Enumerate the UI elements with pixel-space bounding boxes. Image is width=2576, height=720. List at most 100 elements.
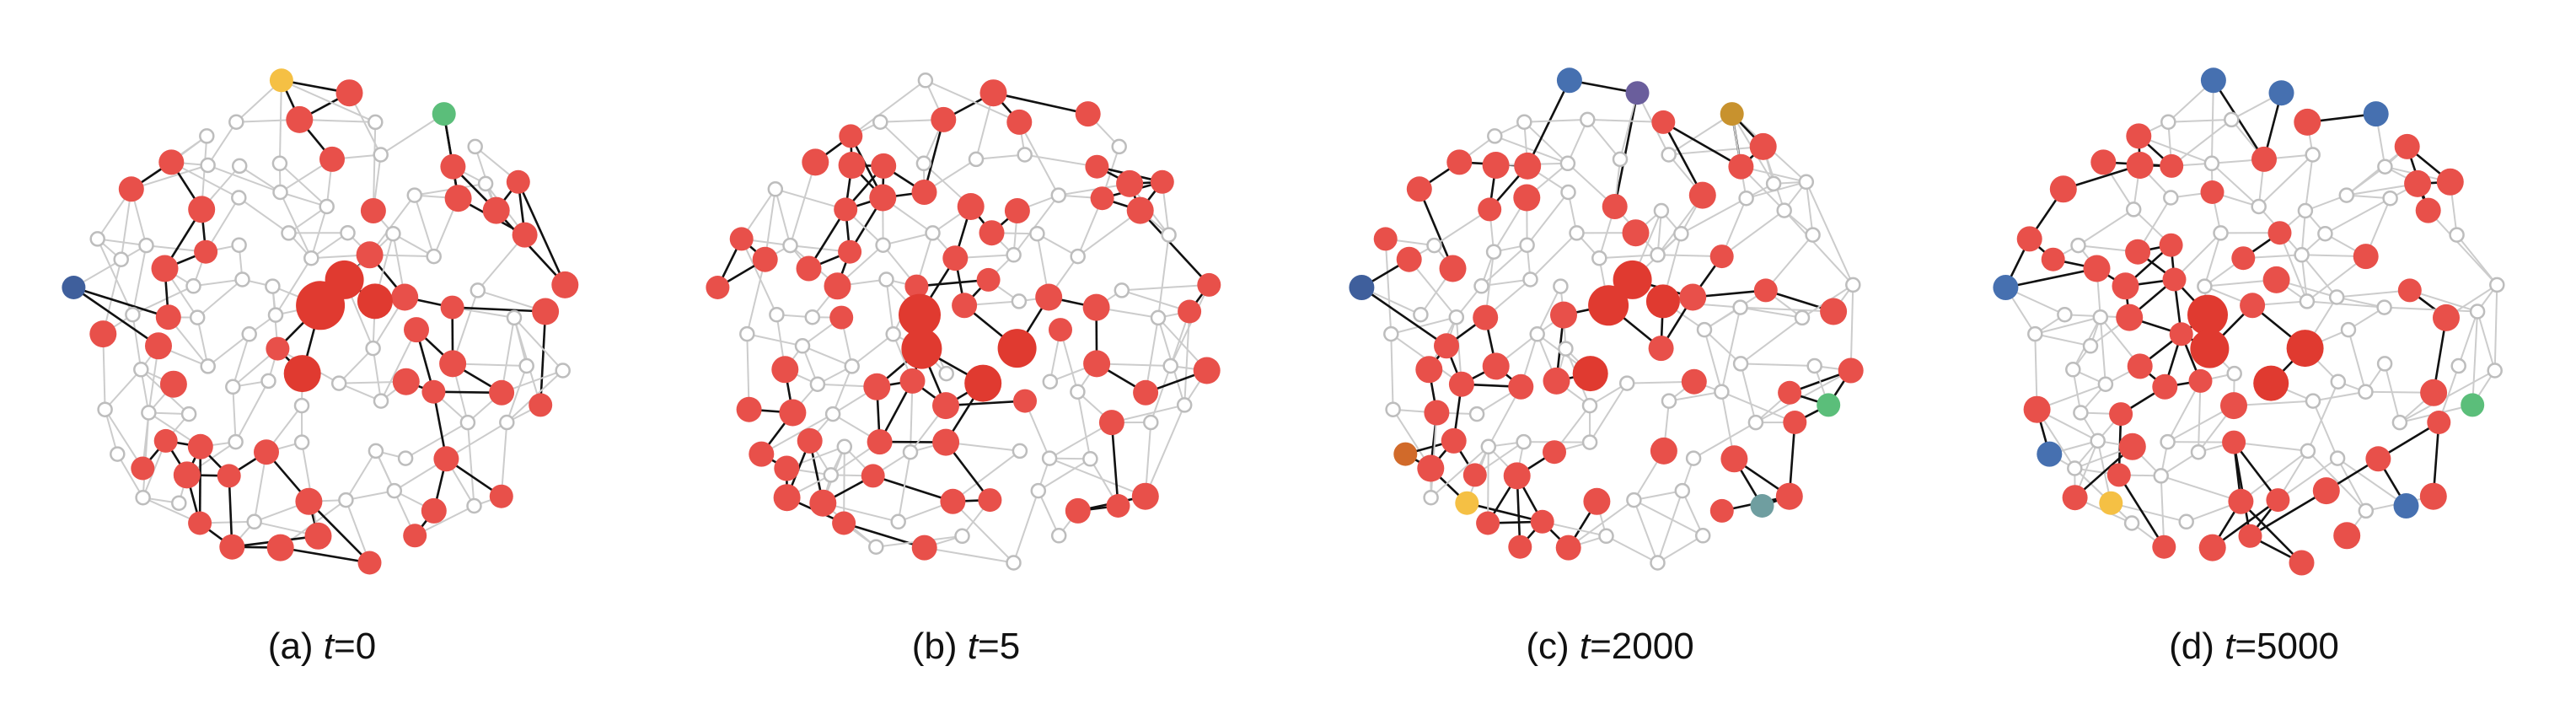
inactive-node (1553, 278, 1569, 294)
inactive-edge (747, 333, 803, 347)
inactive-edge (1681, 490, 1704, 536)
active-node (2220, 392, 2247, 420)
inactive-edge (1024, 153, 1097, 168)
active-node (1441, 427, 1467, 454)
inactive-edge (1012, 490, 1039, 563)
inactive-edge (1076, 391, 1092, 459)
inactive-node (782, 237, 798, 254)
panel-b: (b) t=5 (644, 0, 1288, 720)
active-node (2312, 477, 2340, 505)
hub-node (2190, 329, 2230, 368)
colored-node (1720, 102, 1744, 126)
active-node (1049, 318, 1072, 342)
active-node (2427, 411, 2451, 434)
active-node (319, 146, 345, 172)
inactive-node (199, 128, 215, 144)
inactive-node (2027, 325, 2043, 342)
node-group (1349, 67, 1864, 571)
colored-node (1750, 494, 1774, 518)
active-node (421, 379, 446, 404)
inactive-edge (380, 113, 445, 156)
active-node (439, 350, 467, 378)
inactive-node (1598, 528, 1614, 545)
inactive-node (2070, 237, 2086, 254)
active-node (1434, 333, 1459, 359)
inactive-node (1694, 528, 1711, 544)
colored-node (1349, 275, 1375, 300)
active-node (2238, 524, 2262, 548)
active-node (357, 551, 382, 575)
active-edge (1613, 92, 1639, 207)
active-node (809, 489, 837, 517)
inactive-edge (413, 195, 435, 257)
inactive-edge (2399, 369, 2496, 423)
inactive-node (1529, 326, 1545, 342)
inactive-node (1468, 406, 1485, 422)
active-edge (72, 286, 159, 347)
colored-node (2393, 493, 2419, 519)
active-node (1648, 336, 1674, 362)
inactive-edge (2312, 400, 2339, 459)
inactive-node (2082, 338, 2099, 354)
inactive-node (1030, 482, 1047, 499)
inactive-node (466, 497, 482, 514)
active-node (118, 176, 144, 202)
inactive-edge (239, 165, 282, 193)
active-node (1090, 186, 1114, 211)
inactive-edge (924, 546, 1014, 564)
inactive-node (470, 282, 486, 298)
active-node (440, 295, 464, 320)
active-node (404, 317, 429, 343)
active-edge (843, 522, 926, 549)
active-node (254, 439, 279, 465)
active-node (356, 241, 384, 269)
active-node (729, 227, 754, 251)
active-node (1728, 153, 1754, 180)
active-node (217, 464, 241, 488)
inactive-node (2489, 277, 2505, 293)
inactive-edge (789, 162, 817, 246)
inactive-edge (279, 191, 313, 259)
active-edge (1466, 502, 1543, 524)
inactive-node (794, 338, 811, 354)
colored-node (2037, 441, 2063, 467)
inactive-node (1143, 414, 1159, 431)
panel-c: (c) t=2000 (1288, 0, 1932, 720)
active-node (1415, 356, 1443, 384)
inactive-node (1485, 244, 1502, 260)
active-node (904, 274, 929, 298)
active-node (1514, 152, 1542, 180)
active-node (749, 441, 775, 467)
active-edge (1110, 422, 1119, 507)
inactive-node (954, 528, 970, 545)
active-node (1396, 246, 1422, 272)
inactive-edge (1783, 209, 1854, 286)
active-node (2419, 482, 2447, 510)
active-node (1550, 301, 1577, 329)
inactive-node (1776, 202, 1792, 218)
active-node (145, 332, 172, 360)
active-node (978, 488, 1002, 513)
active-edge (916, 278, 989, 287)
inactive-edge (2409, 289, 2478, 313)
inactive-edge (405, 422, 469, 459)
inactive-node (1383, 325, 1399, 342)
inactive-node (1050, 187, 1067, 203)
inactive-node (365, 340, 381, 357)
active-node (1424, 400, 1450, 426)
inactive-node (231, 190, 247, 206)
inactive-node (426, 248, 442, 265)
inactive-edge (2477, 311, 2496, 371)
inactive-edge (1633, 499, 1659, 563)
active-node (832, 511, 856, 535)
active-edge (2233, 441, 2279, 501)
inactive-edge (2427, 209, 2498, 286)
active-node (1106, 494, 1130, 518)
inactive-node (241, 326, 257, 342)
inactive-edge (1589, 383, 1629, 443)
active-node (1082, 293, 1110, 321)
inactive-node (868, 539, 884, 555)
inactive-edge (1049, 457, 1146, 497)
inactive-node (809, 376, 826, 392)
inactive-edge (170, 161, 239, 199)
